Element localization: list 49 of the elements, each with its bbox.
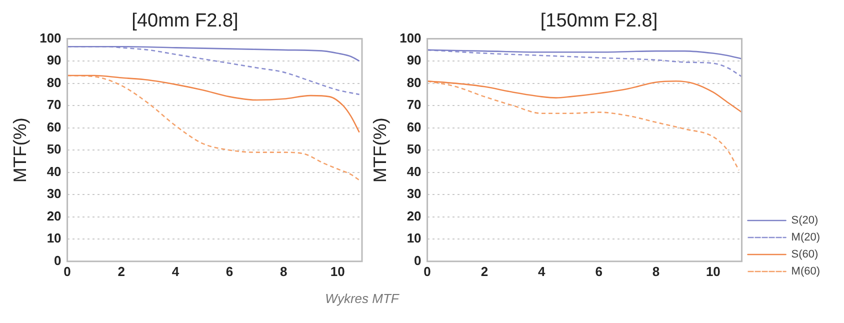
- y-tick-label: 90: [46, 52, 62, 68]
- legend-label: S(60): [791, 248, 818, 261]
- x-tick-label: 8: [652, 264, 660, 279]
- x-tick-label: 0: [424, 264, 431, 279]
- line-series: [67, 46, 360, 62]
- x-tick-label: 4: [538, 264, 546, 279]
- y-axis-title: MTF(%): [10, 118, 30, 183]
- y-tick-label: 40: [406, 164, 422, 179]
- y-tick-label: 90: [406, 52, 422, 68]
- y-tick-label: 0: [54, 252, 62, 268]
- y-tick-label: 50: [46, 142, 62, 157]
- y-tick-label: 30: [406, 186, 422, 202]
- line-series: [427, 80, 740, 171]
- line-series: [427, 49, 742, 60]
- x-tick-label: 4: [172, 264, 180, 279]
- legend-label: M(20): [791, 232, 820, 244]
- x-tick-label: 2: [118, 264, 125, 279]
- y-tick-label: 0: [414, 252, 422, 268]
- chart-title: [150mm F2.8]: [540, 10, 658, 32]
- y-tick-label: 30: [46, 186, 62, 202]
- y-tick-label: 10: [406, 230, 422, 246]
- y-tick-label: 50: [406, 142, 422, 157]
- chart-title: [40mm F2.8]: [132, 10, 238, 32]
- y-tick-label: 100: [40, 30, 62, 46]
- line-series: [427, 80, 742, 113]
- x-tick-label: 6: [595, 264, 602, 279]
- x-tick-label: 10: [706, 264, 720, 279]
- y-tick-label: 20: [406, 208, 422, 224]
- y-tick-label: 70: [46, 97, 62, 112]
- y-tick-label: 80: [46, 74, 62, 90]
- y-tick-label: 20: [46, 208, 62, 224]
- text: Wykres MTF: [324, 291, 400, 306]
- y-tick-label: 70: [406, 97, 422, 112]
- y-tick-label: 40: [46, 164, 62, 179]
- legend-label: M(60): [791, 266, 820, 278]
- x-tick-label: 10: [330, 264, 345, 279]
- x-tick-label: 2: [480, 264, 488, 279]
- y-tick-label: 100: [400, 30, 422, 46]
- x-tick-label: 0: [64, 264, 71, 279]
- x-tick-label: 8: [280, 264, 288, 279]
- y-tick-label: 80: [406, 74, 422, 90]
- y-tick-label: 60: [406, 119, 422, 134]
- legend-label: S(20): [791, 214, 818, 227]
- y-tick-label: 10: [46, 230, 62, 246]
- line-series: [427, 49, 742, 78]
- y-axis-title: MTF(%): [370, 118, 390, 183]
- line-series: [67, 74, 360, 133]
- x-tick-label: 6: [226, 264, 234, 279]
- y-tick-label: 60: [46, 119, 62, 134]
